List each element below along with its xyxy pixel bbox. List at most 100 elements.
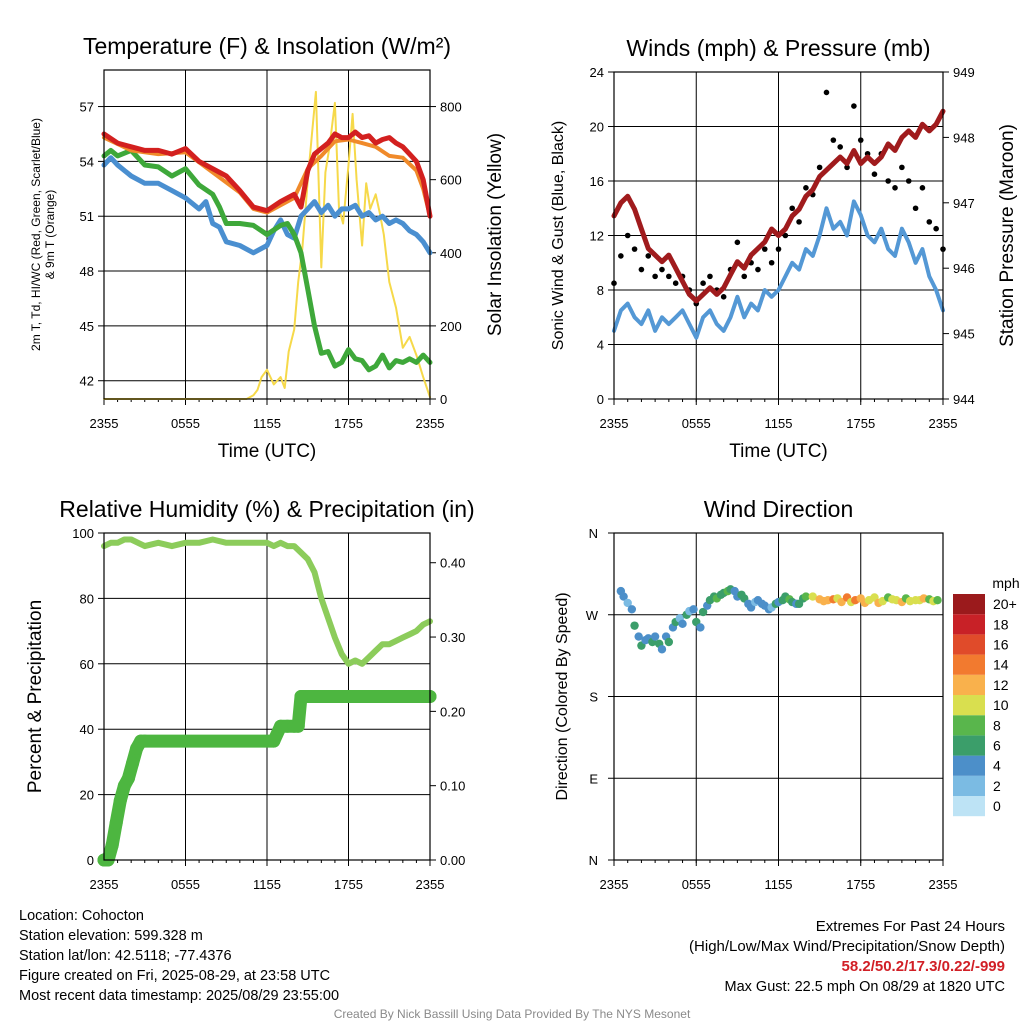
gust-point (871, 171, 878, 177)
wind-direction-point (933, 596, 942, 605)
gust-point (618, 253, 624, 259)
panel1-y-tick-label: 57 (80, 100, 94, 115)
gust-point (857, 137, 864, 143)
colorbar-label: 2 (993, 778, 1001, 794)
panel3-y-right-tick-label: 0.30 (440, 630, 465, 645)
panel1-y-tick-label: 48 (80, 264, 94, 279)
colorbar-swatch (953, 594, 985, 615)
panel2-x-tick-label: 1755 (846, 416, 875, 431)
station-latlon: Station lat/lon: 42.5118; -77.4376 (19, 948, 232, 964)
recent-timestamp: Most recent data timestamp: 2025/08/29 2… (19, 988, 340, 1004)
panel2-y-right-tick-label: 945 (953, 327, 975, 342)
precipitation-point (291, 719, 305, 733)
colorbar-swatch (953, 755, 985, 776)
panel4-y-tick-label: S (589, 690, 598, 705)
panel3-y-tick-label: 80 (80, 591, 94, 606)
gust-point (666, 273, 672, 280)
colorbar-swatch (953, 695, 985, 716)
panel3-y-right-tick-label: 0.40 (440, 556, 465, 571)
colorbar-swatch (953, 674, 985, 695)
colorbar-swatch (953, 796, 985, 817)
panel2-y-tick-label: 24 (590, 65, 604, 80)
wind-direction-point (630, 621, 639, 630)
dewpoint-line (101, 155, 433, 256)
gust-point (631, 246, 638, 252)
colorbar-swatch (953, 634, 985, 655)
panel4-y-tick-label: N (589, 526, 598, 541)
colorbar-label: 20+ (993, 596, 1017, 612)
precipitation-point (121, 771, 135, 785)
panel2-x-tick-label: 2355 (600, 416, 629, 431)
panel3-x-tick-label: 2355 (416, 877, 445, 892)
station-elevation: Station elevation: 599.328 m (19, 928, 203, 944)
panel1-y-right-tick-label: 600 (440, 173, 462, 188)
panel1-x-tick-label: 1155 (253, 416, 281, 431)
panel1-y-axis-label-2: & 9m T (Orange) (43, 190, 57, 280)
panel4-x-tick-label: 2355 (600, 877, 629, 892)
gust-point (741, 273, 748, 280)
wind-direction-point (627, 605, 637, 614)
panel1-y-tick-label: 45 (80, 319, 94, 334)
gust-point (851, 103, 857, 109)
panel1-x-tick-label: 1755 (334, 416, 363, 431)
panel1-x-tick-label: 2355 (90, 416, 119, 431)
gust-point (844, 164, 850, 171)
colorbar-swatch (953, 715, 985, 736)
panel4-title: Wind Direction (704, 496, 854, 522)
panel2-title: Winds (mph) & Pressure (mb) (626, 35, 930, 61)
wind-direction-point (657, 645, 667, 654)
colorbar-label: 0 (993, 798, 1001, 814)
station-location: Location: Cohocton (19, 908, 144, 924)
panel3-plot-area (103, 532, 431, 861)
colorbar-swatch (953, 735, 985, 756)
colorbar-label: 12 (993, 677, 1009, 693)
panel3-title: Relative Humidity (%) & Precipitation (i… (59, 496, 474, 522)
panel1-y-right-tick-label: 400 (440, 246, 462, 261)
gust-point (837, 144, 843, 150)
gust-point (919, 185, 926, 191)
panel2-y-tick-label: 16 (590, 174, 604, 189)
gust-point (789, 205, 796, 212)
panel2-x-tick-label: 1155 (765, 416, 793, 431)
precipitation-point (267, 734, 281, 748)
panel2-y-right-tick-label: 948 (953, 130, 975, 145)
gust-point (672, 280, 679, 286)
gust-point (768, 259, 775, 266)
gust-point (885, 178, 891, 184)
extremes-info: Extremes For Past 24 Hours (High/Low/Max… (689, 917, 1005, 997)
panel1-y-right-tick-label: 0 (440, 392, 447, 407)
wind-direction-point (634, 632, 643, 641)
panel4-plot-area (613, 532, 944, 861)
gust-point (892, 185, 898, 191)
extremes-values: 58.2/50.2/17.3/0.22/-999 (841, 958, 1005, 975)
wind-direction-point (696, 623, 705, 632)
gust-point (652, 273, 658, 280)
relative-humidity-line (101, 536, 433, 667)
panel3-y-tick-label: 40 (80, 722, 94, 737)
panel4-x-tick-label: 1155 (765, 877, 793, 892)
colorbar-swatch (953, 654, 985, 675)
max-gust: Max Gust: 22.5 mph On 08/29 at 1820 UTC (724, 979, 1005, 995)
panel2-y-right-label: Station Pressure (Maroon) (997, 124, 1018, 347)
wind-direction-point (689, 605, 698, 614)
colorbar-label: 4 (993, 758, 1001, 774)
panel4-x-tick-label: 0555 (682, 877, 711, 892)
precipitation-point (126, 756, 140, 770)
wind-direction-point (808, 592, 817, 601)
panel2-y-right-tick-label: 947 (953, 196, 975, 211)
colorbar-label: 10 (993, 697, 1009, 713)
panel3-y-tick-label: 100 (72, 526, 94, 541)
panel2-y-tick-label: 20 (590, 120, 604, 135)
panel4-x-tick-label: 2355 (929, 877, 958, 892)
gust-point (624, 232, 631, 239)
colorbar-label: 18 (993, 616, 1009, 632)
gust-point (645, 253, 652, 259)
colorbar-label: 8 (993, 717, 1001, 733)
panel3-y-tick-label: 20 (80, 788, 94, 803)
panel1-x-axis-label: Time (UTC) (218, 441, 317, 462)
panel4-y-tick-label: W (586, 608, 599, 623)
gust-point (755, 266, 761, 273)
panel1-x-tick-label: 2355 (416, 416, 445, 431)
panel3-y-right-tick-label: 0.00 (440, 853, 465, 868)
